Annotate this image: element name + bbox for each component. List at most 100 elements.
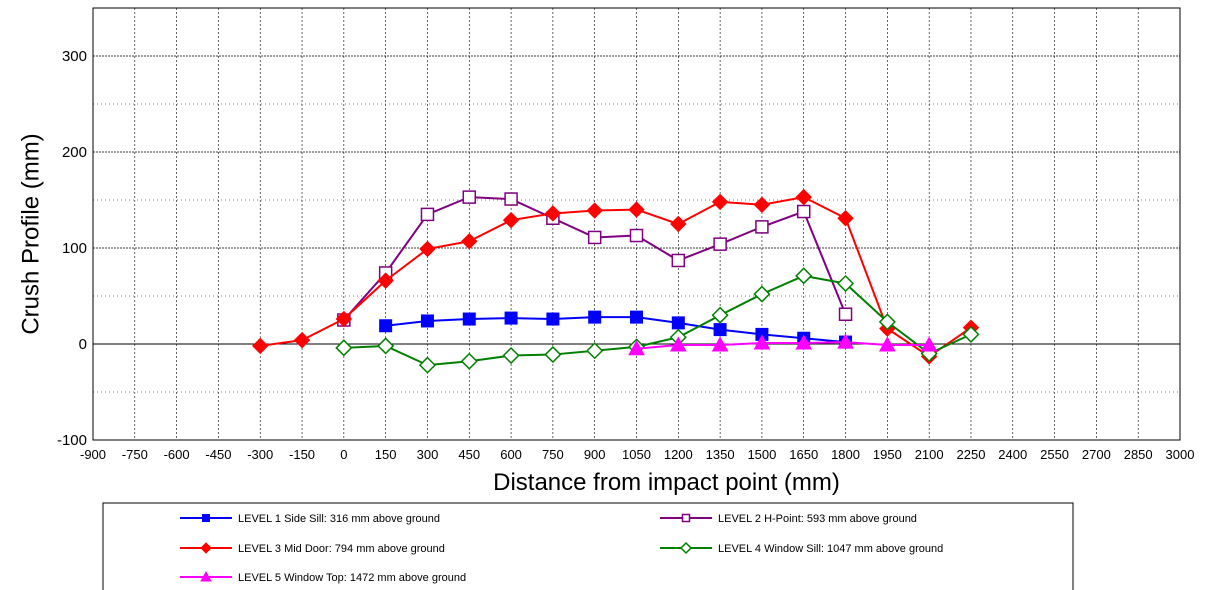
- x-tick-label: 2850: [1124, 447, 1153, 462]
- x-tick-label: 450: [458, 447, 480, 462]
- data-point: [462, 190, 477, 204]
- x-tick-label: 0: [340, 447, 347, 462]
- data-point: [878, 313, 896, 331]
- y-tick-label: 200: [62, 144, 87, 161]
- data-point: [377, 272, 394, 289]
- data-point: [544, 205, 562, 222]
- legend: LEVEL 1 Side Sill: 316 mm above ground LE…: [102, 502, 1074, 590]
- x-tick-label: 1350: [706, 447, 735, 462]
- x-tick-label: 600: [500, 447, 522, 462]
- data-point: [920, 336, 938, 352]
- data-point: [628, 340, 645, 356]
- data-point: [711, 306, 729, 324]
- x-tick-label: 2550: [1040, 447, 1069, 462]
- data-point: [753, 285, 771, 303]
- data-point: [587, 230, 602, 245]
- data-point: [670, 215, 687, 233]
- series-4: [335, 267, 980, 374]
- data-point: [377, 337, 395, 355]
- y-tick-label: 0: [79, 336, 87, 353]
- data-point: [630, 310, 643, 324]
- legend-item-5: LEVEL 5 Window Top: 1472 mm above ground: [180, 570, 466, 584]
- legend-label: LEVEL 1 Side Sill: 316 mm above ground: [238, 513, 440, 525]
- data-point: [335, 339, 353, 357]
- legend-label: LEVEL 4 Window Sill: 1047 mm above groun…: [718, 543, 943, 555]
- data-point: [753, 196, 771, 214]
- legend-label: LEVEL 2 H-Point: 593 mm above ground: [718, 513, 917, 525]
- x-tick-label: 3000: [1166, 447, 1195, 462]
- data-point: [420, 207, 435, 222]
- x-tick-label: 750: [542, 447, 564, 462]
- legend-marker: [200, 570, 212, 582]
- x-tick-label: 1050: [622, 447, 651, 462]
- x-tick-label: -600: [164, 447, 190, 462]
- data-point: [838, 307, 853, 321]
- data-point: [671, 253, 686, 268]
- data-point: [795, 188, 812, 206]
- data-point: [460, 352, 478, 370]
- data-point: [335, 310, 353, 328]
- data-point: [461, 233, 478, 250]
- legend-item-2: LEVEL 2 H-Point: 593 mm above ground: [660, 513, 917, 525]
- y-axis-title: Crush Profile (mm): [17, 133, 44, 334]
- x-tick-label: -900: [80, 447, 106, 462]
- data-point: [671, 316, 685, 330]
- data-point: [504, 192, 518, 206]
- data-point: [795, 267, 813, 285]
- data-point: [588, 310, 602, 324]
- data-point: [462, 312, 476, 326]
- axis-tick-labels: -900 -750 -600 -450 -300 -150 0 150 300 450 600 750…: [57, 48, 1194, 462]
- x-tick-label: -450: [205, 447, 231, 462]
- data-point: [796, 204, 811, 219]
- legend-item-3: LEVEL 3 Mid Door: 794 mm above ground: [180, 542, 445, 555]
- data-point: [252, 337, 269, 355]
- data-point: [504, 311, 518, 325]
- data-point: [837, 333, 854, 349]
- legend-marker: [681, 513, 691, 523]
- x-tick-label: 2100: [915, 447, 944, 462]
- y-tick-label: 300: [62, 48, 87, 65]
- data-point: [586, 342, 604, 360]
- x-tick-label: 150: [375, 447, 397, 462]
- data-point: [420, 314, 434, 328]
- x-tick-label: 2250: [957, 447, 986, 462]
- data-point: [837, 210, 854, 227]
- x-tick-label: -150: [289, 447, 315, 462]
- x-tick-label: 1200: [664, 447, 693, 462]
- data-point: [962, 325, 980, 343]
- data-point: [711, 193, 729, 211]
- data-point: [502, 346, 520, 365]
- legend-marker: [200, 542, 212, 554]
- data-point: [293, 331, 311, 349]
- x-tick-label: 900: [584, 447, 606, 462]
- x-tick-label: 2700: [1082, 447, 1111, 462]
- y-tick-label: 100: [62, 240, 87, 257]
- x-tick-label: -750: [122, 447, 148, 462]
- x-tick-label: 2400: [998, 447, 1027, 462]
- x-axis-title: Distance from impact point (mm): [493, 469, 840, 496]
- legend-item-1: LEVEL 1 Side Sill: 316 mm above ground: [180, 513, 440, 525]
- legend-marker: [679, 541, 693, 555]
- legend-box: [102, 502, 1074, 590]
- data-point: [629, 228, 644, 243]
- series-line-1: [385, 316, 846, 344]
- data-point: [878, 336, 896, 352]
- data-point: [418, 356, 437, 374]
- data-point: [586, 202, 603, 219]
- y-tick-label: -100: [57, 432, 87, 449]
- legend-label: LEVEL 5 Window Top: 1472 mm above ground: [238, 572, 466, 584]
- data-point: [713, 237, 727, 251]
- legend-label: LEVEL 3 Mid Door: 794 mm above ground: [238, 543, 445, 555]
- data-point: [669, 336, 687, 352]
- data-point: [795, 334, 813, 350]
- series-line-5: [636, 341, 930, 350]
- data-point: [379, 319, 393, 333]
- series-layer: [252, 188, 980, 374]
- x-tick-label: 1500: [747, 447, 776, 462]
- legend-marker: [202, 514, 210, 522]
- data-point: [502, 211, 520, 229]
- data-point: [546, 312, 560, 326]
- series-line-4: [343, 274, 972, 367]
